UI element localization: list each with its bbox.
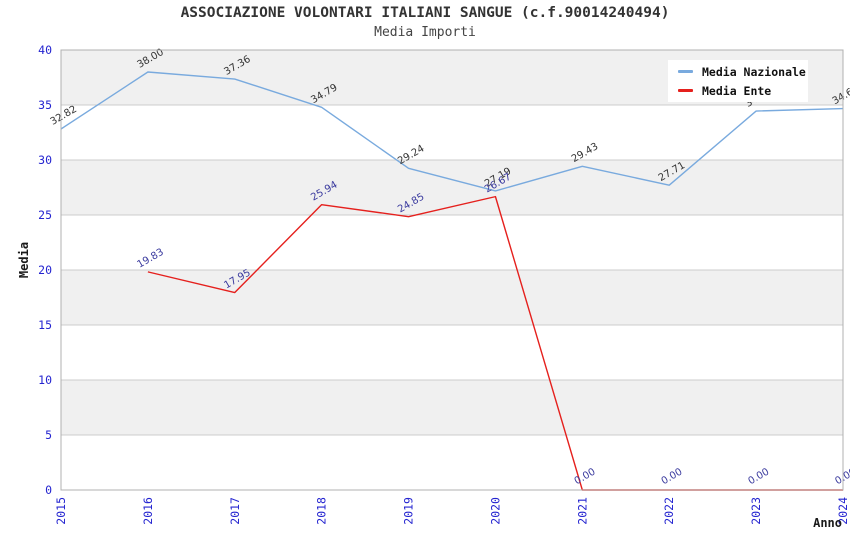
x-tick-label: 2015 <box>54 497 68 525</box>
legend-line-swatch-red <box>678 89 693 92</box>
x-tick-label: 2020 <box>488 497 502 525</box>
legend-label: Media Nazionale <box>702 64 806 79</box>
plot-band <box>61 380 843 435</box>
plot-band <box>61 325 843 380</box>
legend: Media Nazionale Media Ente <box>668 60 808 102</box>
y-tick-label: 25 <box>38 208 52 222</box>
y-axis-title: Media <box>17 241 31 279</box>
x-tick-label: 2023 <box>749 497 763 525</box>
series-line-0 <box>60 71 844 192</box>
x-tick-label: 2017 <box>228 497 242 525</box>
x-tick-label: 2022 <box>662 497 676 525</box>
chart-subtitle: Media Importi <box>374 25 476 40</box>
legend-entry-ente: Media Ente <box>678 84 808 98</box>
y-tick-label: 35 <box>38 98 52 112</box>
plot-band <box>61 160 843 215</box>
plot-band <box>61 270 843 325</box>
x-tick-label: 2024 <box>836 497 850 525</box>
chart-title: ASSOCIAZIONE VOLONTARI ITALIANI SANGUE (… <box>180 5 670 21</box>
y-tick-label: 10 <box>38 373 52 387</box>
legend-label: Media Ente <box>702 83 772 98</box>
legend-line-swatch-blue <box>678 70 693 73</box>
x-tick-label: 2018 <box>315 497 329 525</box>
x-tick-label: 2019 <box>402 497 416 525</box>
legend-entry-nazionale: Media Nazionale <box>678 65 808 79</box>
plot-border <box>60 49 844 491</box>
y-tick-label: 15 <box>38 318 52 332</box>
y-tick-label: 5 <box>45 428 52 442</box>
plot-band <box>61 105 843 160</box>
x-tick-label: 2021 <box>575 497 589 525</box>
x-axis-title: Anno <box>813 516 842 530</box>
y-tick-label: 40 <box>38 43 52 57</box>
y-tick-label: 0 <box>45 483 52 497</box>
y-tick-label: 30 <box>38 153 52 167</box>
y-tick-label: 20 <box>38 263 52 277</box>
x-tick-label: 2016 <box>141 497 155 525</box>
plot-band <box>61 435 843 490</box>
plot-band <box>61 215 843 270</box>
